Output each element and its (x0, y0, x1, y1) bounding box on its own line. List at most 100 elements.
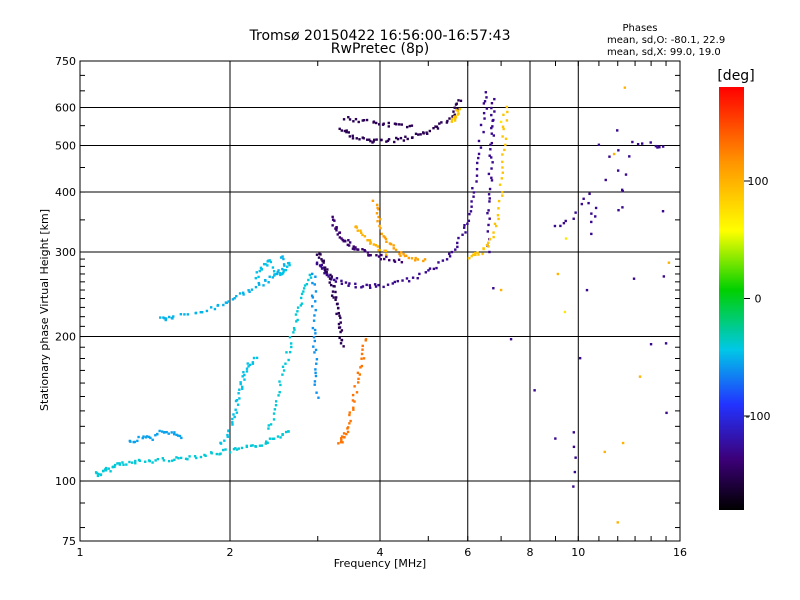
data-point (458, 107, 462, 111)
data-point (161, 457, 165, 460)
data-point (467, 257, 471, 260)
data-point (393, 260, 397, 263)
colorbar-tick-label: 0 (755, 293, 762, 306)
data-point (287, 430, 290, 433)
data-point (151, 461, 154, 464)
data-point (345, 130, 348, 134)
data-point (479, 123, 483, 127)
data-point (315, 261, 319, 264)
data-point (594, 215, 597, 218)
data-point (313, 383, 316, 386)
data-point (481, 252, 484, 256)
data-point (173, 431, 176, 434)
data-point (233, 296, 236, 300)
data-point (564, 219, 567, 223)
data-point (379, 258, 382, 261)
data-point (288, 261, 291, 265)
data-point (138, 459, 142, 463)
data-point (357, 120, 360, 124)
data-point (235, 411, 239, 414)
data-point (238, 388, 241, 391)
data-point (279, 436, 282, 439)
data-point (475, 167, 479, 171)
data-point (176, 434, 180, 437)
data-point (338, 314, 341, 317)
data-point (402, 139, 406, 142)
data-point (305, 282, 309, 286)
data-point (359, 366, 362, 369)
data-point (417, 133, 420, 136)
data-point (273, 408, 277, 411)
data-point (296, 318, 299, 322)
data-point (222, 303, 225, 307)
data-point (94, 471, 98, 474)
data-point (322, 266, 326, 269)
data-point (284, 430, 288, 434)
data-point (352, 408, 355, 411)
data-point (482, 111, 486, 115)
data-point (357, 248, 360, 251)
data-point (393, 140, 396, 144)
data-point (632, 277, 636, 280)
data-point (401, 279, 404, 282)
data-point (574, 456, 577, 459)
data-point (179, 456, 183, 460)
data-point (107, 467, 110, 470)
data-point (574, 211, 577, 214)
data-point (375, 254, 378, 257)
data-point (282, 263, 286, 266)
data-point (418, 272, 421, 276)
data-point (621, 189, 624, 193)
data-point (490, 126, 493, 130)
data-point (620, 188, 624, 192)
data-point (347, 116, 350, 119)
data-point (184, 457, 188, 461)
axis-ticks (79, 60, 681, 541)
data-point (334, 290, 337, 294)
y-tick-label: 100 (55, 475, 76, 488)
data-point (359, 231, 363, 234)
data-point (362, 137, 365, 140)
data-point (497, 199, 501, 203)
data-point (308, 273, 312, 277)
data-point (334, 298, 337, 301)
data-point (314, 290, 318, 293)
data-point (489, 148, 492, 151)
data-point (361, 348, 364, 351)
data-point (199, 310, 202, 314)
data-point (464, 231, 467, 234)
data-point (303, 284, 307, 287)
data-points (94, 86, 671, 524)
x-tick-label: 8 (527, 546, 534, 559)
data-point (284, 362, 287, 365)
data-point (118, 463, 122, 466)
data-point (104, 466, 108, 470)
data-point (200, 311, 204, 314)
data-point (377, 207, 380, 211)
data-point (264, 442, 267, 445)
data-point (353, 248, 356, 251)
data-point (356, 371, 360, 375)
data-point (360, 352, 364, 356)
data-point (624, 173, 628, 176)
data-point (243, 378, 246, 381)
data-point (102, 469, 105, 473)
data-point (335, 302, 339, 306)
data-point (327, 275, 330, 278)
data-point (272, 437, 276, 440)
data-point (231, 421, 234, 424)
data-point (251, 444, 254, 447)
data-point (379, 138, 383, 142)
data-point (170, 431, 173, 434)
data-point (346, 426, 350, 429)
data-point (238, 397, 241, 400)
data-point (457, 112, 460, 115)
data-point (384, 249, 388, 253)
data-point (485, 107, 489, 110)
data-point (492, 118, 495, 122)
data-point (331, 218, 335, 221)
data-point (313, 339, 316, 343)
data-point (360, 357, 363, 360)
data-point (491, 125, 494, 128)
data-point (395, 123, 398, 126)
